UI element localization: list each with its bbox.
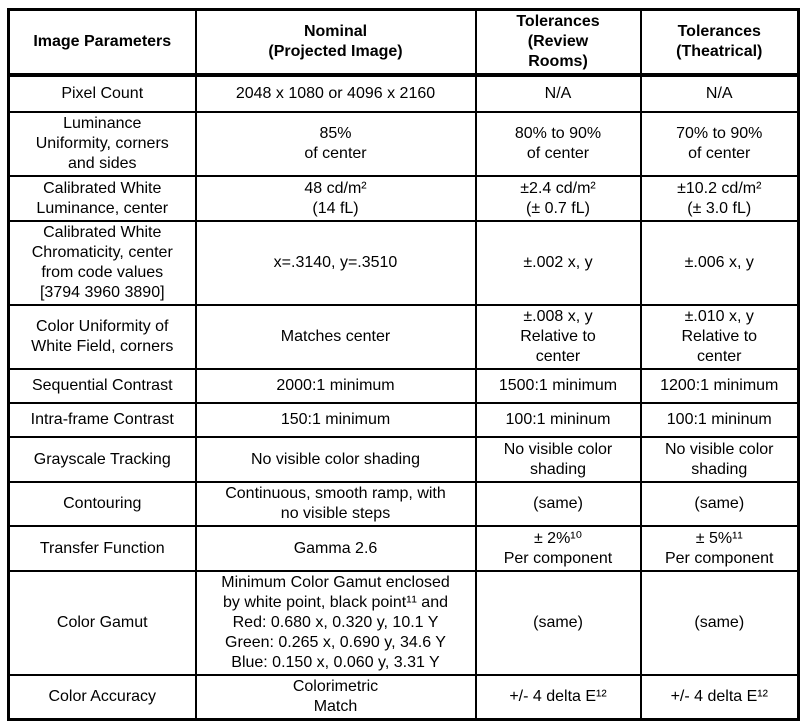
param-cell: Contouring (7, 481, 197, 527)
row-color-gamut: Color Gamut Minimum Color Gamut enclosed… (7, 570, 800, 676)
param-cell: Color Accuracy (7, 674, 197, 721)
nominal-cell: Continuous, smooth ramp, with no visible… (194, 481, 477, 527)
nominal-cell: 2000:1 minimum (194, 368, 477, 404)
row-pixel-count: Pixel Count 2048 x 1080 or 4096 x 2160 N… (7, 74, 800, 113)
nominal-cell: 2048 x 1080 or 4096 x 2160 (194, 74, 477, 113)
nominal-cell: 48 cd/m² (14 fL) (194, 175, 477, 222)
theatrical-tolerance-cell: +/- 4 delta E¹² (639, 674, 800, 721)
row-transfer-function: Transfer Function Gamma 2.6 ± 2%¹⁰ Per c… (7, 525, 800, 572)
param-cell: Transfer Function (7, 525, 197, 572)
nominal-cell: 150:1 minimum (194, 402, 477, 438)
theatrical-tolerance-cell: (same) (639, 481, 800, 527)
review-tolerance-cell: No visible color shading (474, 436, 642, 483)
param-cell: Sequential Contrast (7, 368, 197, 404)
theatrical-tolerance-cell: 1200:1 minimum (639, 368, 800, 404)
theatrical-tolerance-cell: 100:1 mininum (639, 402, 800, 438)
nominal-cell: Gamma 2.6 (194, 525, 477, 572)
row-color-uniformity-white-field: Color Uniformity of White Field, corners… (7, 304, 800, 370)
review-tolerance-cell: +/- 4 delta E¹² (474, 674, 642, 721)
theatrical-tolerance-cell: ± 5%¹¹ Per component (639, 525, 800, 572)
row-color-accuracy: Color Accuracy Colorimetric Match +/- 4 … (7, 674, 800, 721)
review-tolerance-cell: ±.002 x, y (474, 220, 642, 306)
theatrical-tolerance-cell: (same) (639, 570, 800, 676)
header-row: Image Parameters Nominal (Projected Imag… (7, 8, 800, 77)
param-cell: Color Gamut (7, 570, 197, 676)
param-cell: Color Uniformity of White Field, corners (7, 304, 197, 370)
theatrical-tolerance-cell: N/A (639, 74, 800, 113)
param-cell: Grayscale Tracking (7, 436, 197, 483)
review-tolerance-cell: ±2.4 cd/m² (± 0.7 fL) (474, 175, 642, 222)
param-cell: Calibrated White Chromaticity, center fr… (7, 220, 197, 306)
nominal-cell: Minimum Color Gamut enclosed by white po… (194, 570, 477, 676)
row-intra-frame-contrast: Intra-frame Contrast 150:1 minimum 100:1… (7, 402, 800, 438)
review-tolerance-cell: (same) (474, 570, 642, 676)
row-grayscale-tracking: Grayscale Tracking No visible color shad… (7, 436, 800, 483)
header-nominal: Nominal (Projected Image) (194, 8, 477, 77)
theatrical-tolerance-cell: ±10.2 cd/m² (± 3.0 fL) (639, 175, 800, 222)
review-tolerance-cell: (same) (474, 481, 642, 527)
theatrical-tolerance-cell: ±.010 x, y Relative to center (639, 304, 800, 370)
review-tolerance-cell: N/A (474, 74, 642, 113)
row-calibrated-white-luminance: Calibrated White Luminance, center 48 cd… (7, 175, 800, 222)
review-tolerance-cell: 1500:1 minimum (474, 368, 642, 404)
header-tolerances-review-rooms: Tolerances (Review Rooms) (474, 8, 642, 77)
header-image-parameters: Image Parameters (7, 8, 197, 77)
image-parameters-table: Image Parameters Nominal (Projected Imag… (7, 8, 800, 721)
header-tolerances-theatrical: Tolerances (Theatrical) (639, 8, 800, 77)
row-calibrated-white-chromaticity: Calibrated White Chromaticity, center fr… (7, 220, 800, 306)
theatrical-tolerance-cell: No visible color shading (639, 436, 800, 483)
nominal-cell: Colorimetric Match (194, 674, 477, 721)
review-tolerance-cell: ± 2%¹⁰ Per component (474, 525, 642, 572)
nominal-cell: x=.3140, y=.3510 (194, 220, 477, 306)
row-luminance-uniformity: Luminance Uniformity, corners and sides … (7, 111, 800, 177)
param-cell: Intra-frame Contrast (7, 402, 197, 438)
review-tolerance-cell: 80% to 90% of center (474, 111, 642, 177)
nominal-cell: Matches center (194, 304, 477, 370)
nominal-cell: 85% of center (194, 111, 477, 177)
nominal-cell: No visible color shading (194, 436, 477, 483)
theatrical-tolerance-cell: ±.006 x, y (639, 220, 800, 306)
review-tolerance-cell: ±.008 x, y Relative to center (474, 304, 642, 370)
param-cell: Calibrated White Luminance, center (7, 175, 197, 222)
theatrical-tolerance-cell: 70% to 90% of center (639, 111, 800, 177)
param-cell: Pixel Count (7, 74, 197, 113)
row-sequential-contrast: Sequential Contrast 2000:1 minimum 1500:… (7, 368, 800, 404)
param-cell: Luminance Uniformity, corners and sides (7, 111, 197, 177)
row-contouring: Contouring Continuous, smooth ramp, with… (7, 481, 800, 527)
review-tolerance-cell: 100:1 mininum (474, 402, 642, 438)
